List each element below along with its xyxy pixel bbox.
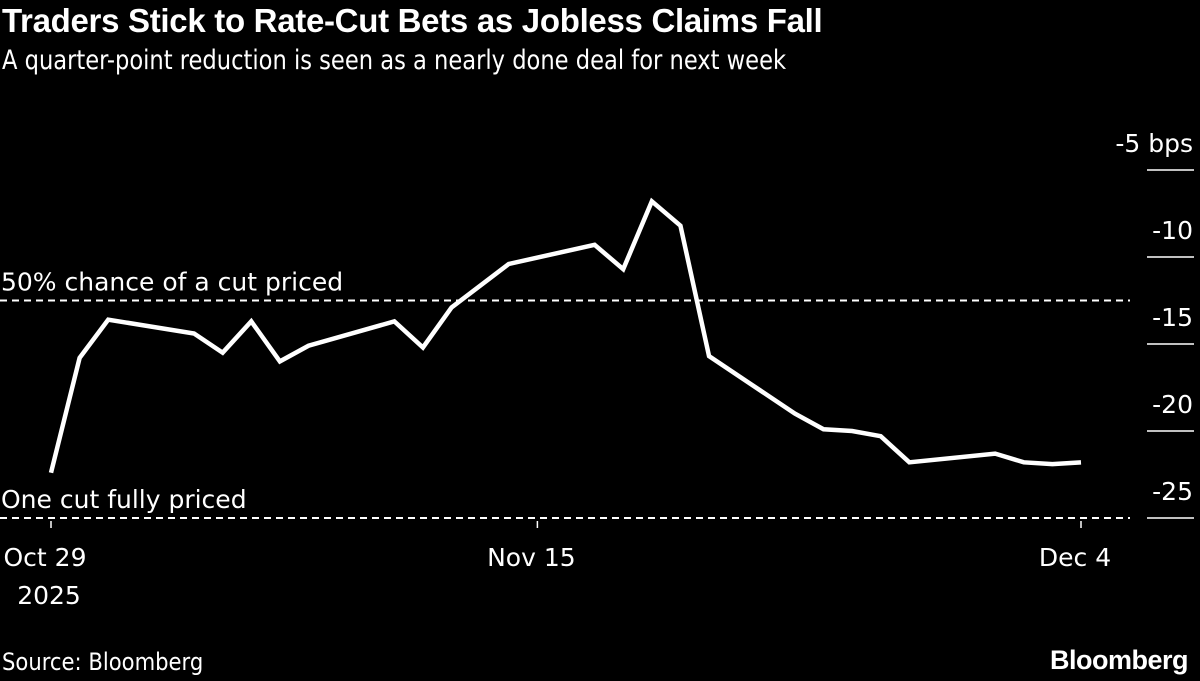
chart-title: Traders Stick to Rate-Cut Bets as Jobles…	[2, 2, 823, 39]
chart-subtitle: A quarter-point reduction is seen as a n…	[2, 45, 787, 76]
source-note: Source: Bloomberg	[2, 648, 204, 676]
y-tick-label: -15	[1152, 303, 1193, 332]
x-tick-label: Dec 4	[1039, 543, 1111, 572]
x-tick-label: Nov 15	[487, 543, 576, 572]
y-tick-label: -20	[1152, 390, 1193, 419]
bloomberg-logo: Bloomberg	[1049, 645, 1189, 675]
line-chart: -5 bps -10 -15 -20 -25 50% chance of a cut pr…	[0, 129, 1194, 610]
reference-line-label: One cut fully priced	[1, 485, 247, 514]
series-line	[48, 197, 1082, 474]
y-tick-label: -5 bps	[1115, 129, 1193, 158]
y-tick-label: -25	[1152, 477, 1193, 506]
x-tick-label: Oct 29	[4, 543, 87, 572]
y-tick-label: -10	[1152, 216, 1193, 245]
reference-line-label: 50% chance of a cut priced	[1, 268, 343, 297]
x-tick-sublabel: 2025	[17, 581, 81, 610]
